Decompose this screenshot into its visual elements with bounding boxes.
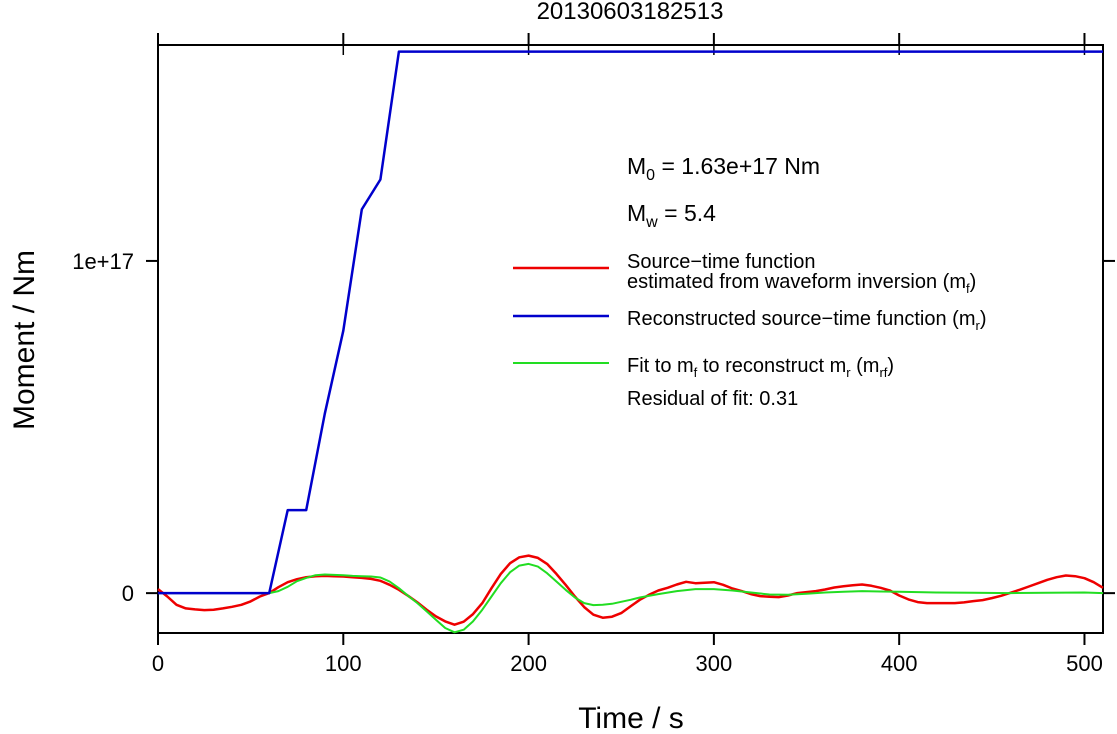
legend-label-green: Fit to mf to reconstruct mr (mrf) <box>627 355 894 380</box>
legend-label-red-line1: Source−time function <box>627 251 815 273</box>
m0-annotation: M0 = 1.63e+17 Nm <box>627 153 820 184</box>
series-line-green <box>158 562 1104 634</box>
series-layer <box>157 50 1104 634</box>
x-tick-label: 200 <box>510 651 547 676</box>
plot-frame <box>157 44 1104 634</box>
x-tick-label: 300 <box>696 651 733 676</box>
x-tick-label: 400 <box>881 651 918 676</box>
y-tick-label: 0 <box>122 581 134 606</box>
axis-ticks: 0 100 200 300 400 500 0 1e+17 <box>72 33 1115 676</box>
x-tick-label: 500 <box>1066 651 1103 676</box>
y-tick-label: 1e+17 <box>72 249 134 274</box>
x-axis-label: Time / s <box>578 702 684 734</box>
legend-label-red-line2: estimated from waveform inversion (mf) <box>627 271 976 296</box>
x-tick-label: 100 <box>325 651 362 676</box>
chart-title: 20130603182513 <box>537 0 724 25</box>
legend: Source−time function estimated from wave… <box>513 251 987 410</box>
residual-annotation: Residual of fit: 0.31 <box>627 388 798 410</box>
series-line-blue <box>158 50 1103 595</box>
series-line-red <box>157 554 1104 626</box>
y-axis-label: Moment / Nm <box>8 250 41 430</box>
legend-label-blue: Reconstructed source−time function (mr) <box>627 308 987 333</box>
mw-annotation: Mw = 5.4 <box>627 200 716 231</box>
x-tick-label: 0 <box>152 651 164 676</box>
